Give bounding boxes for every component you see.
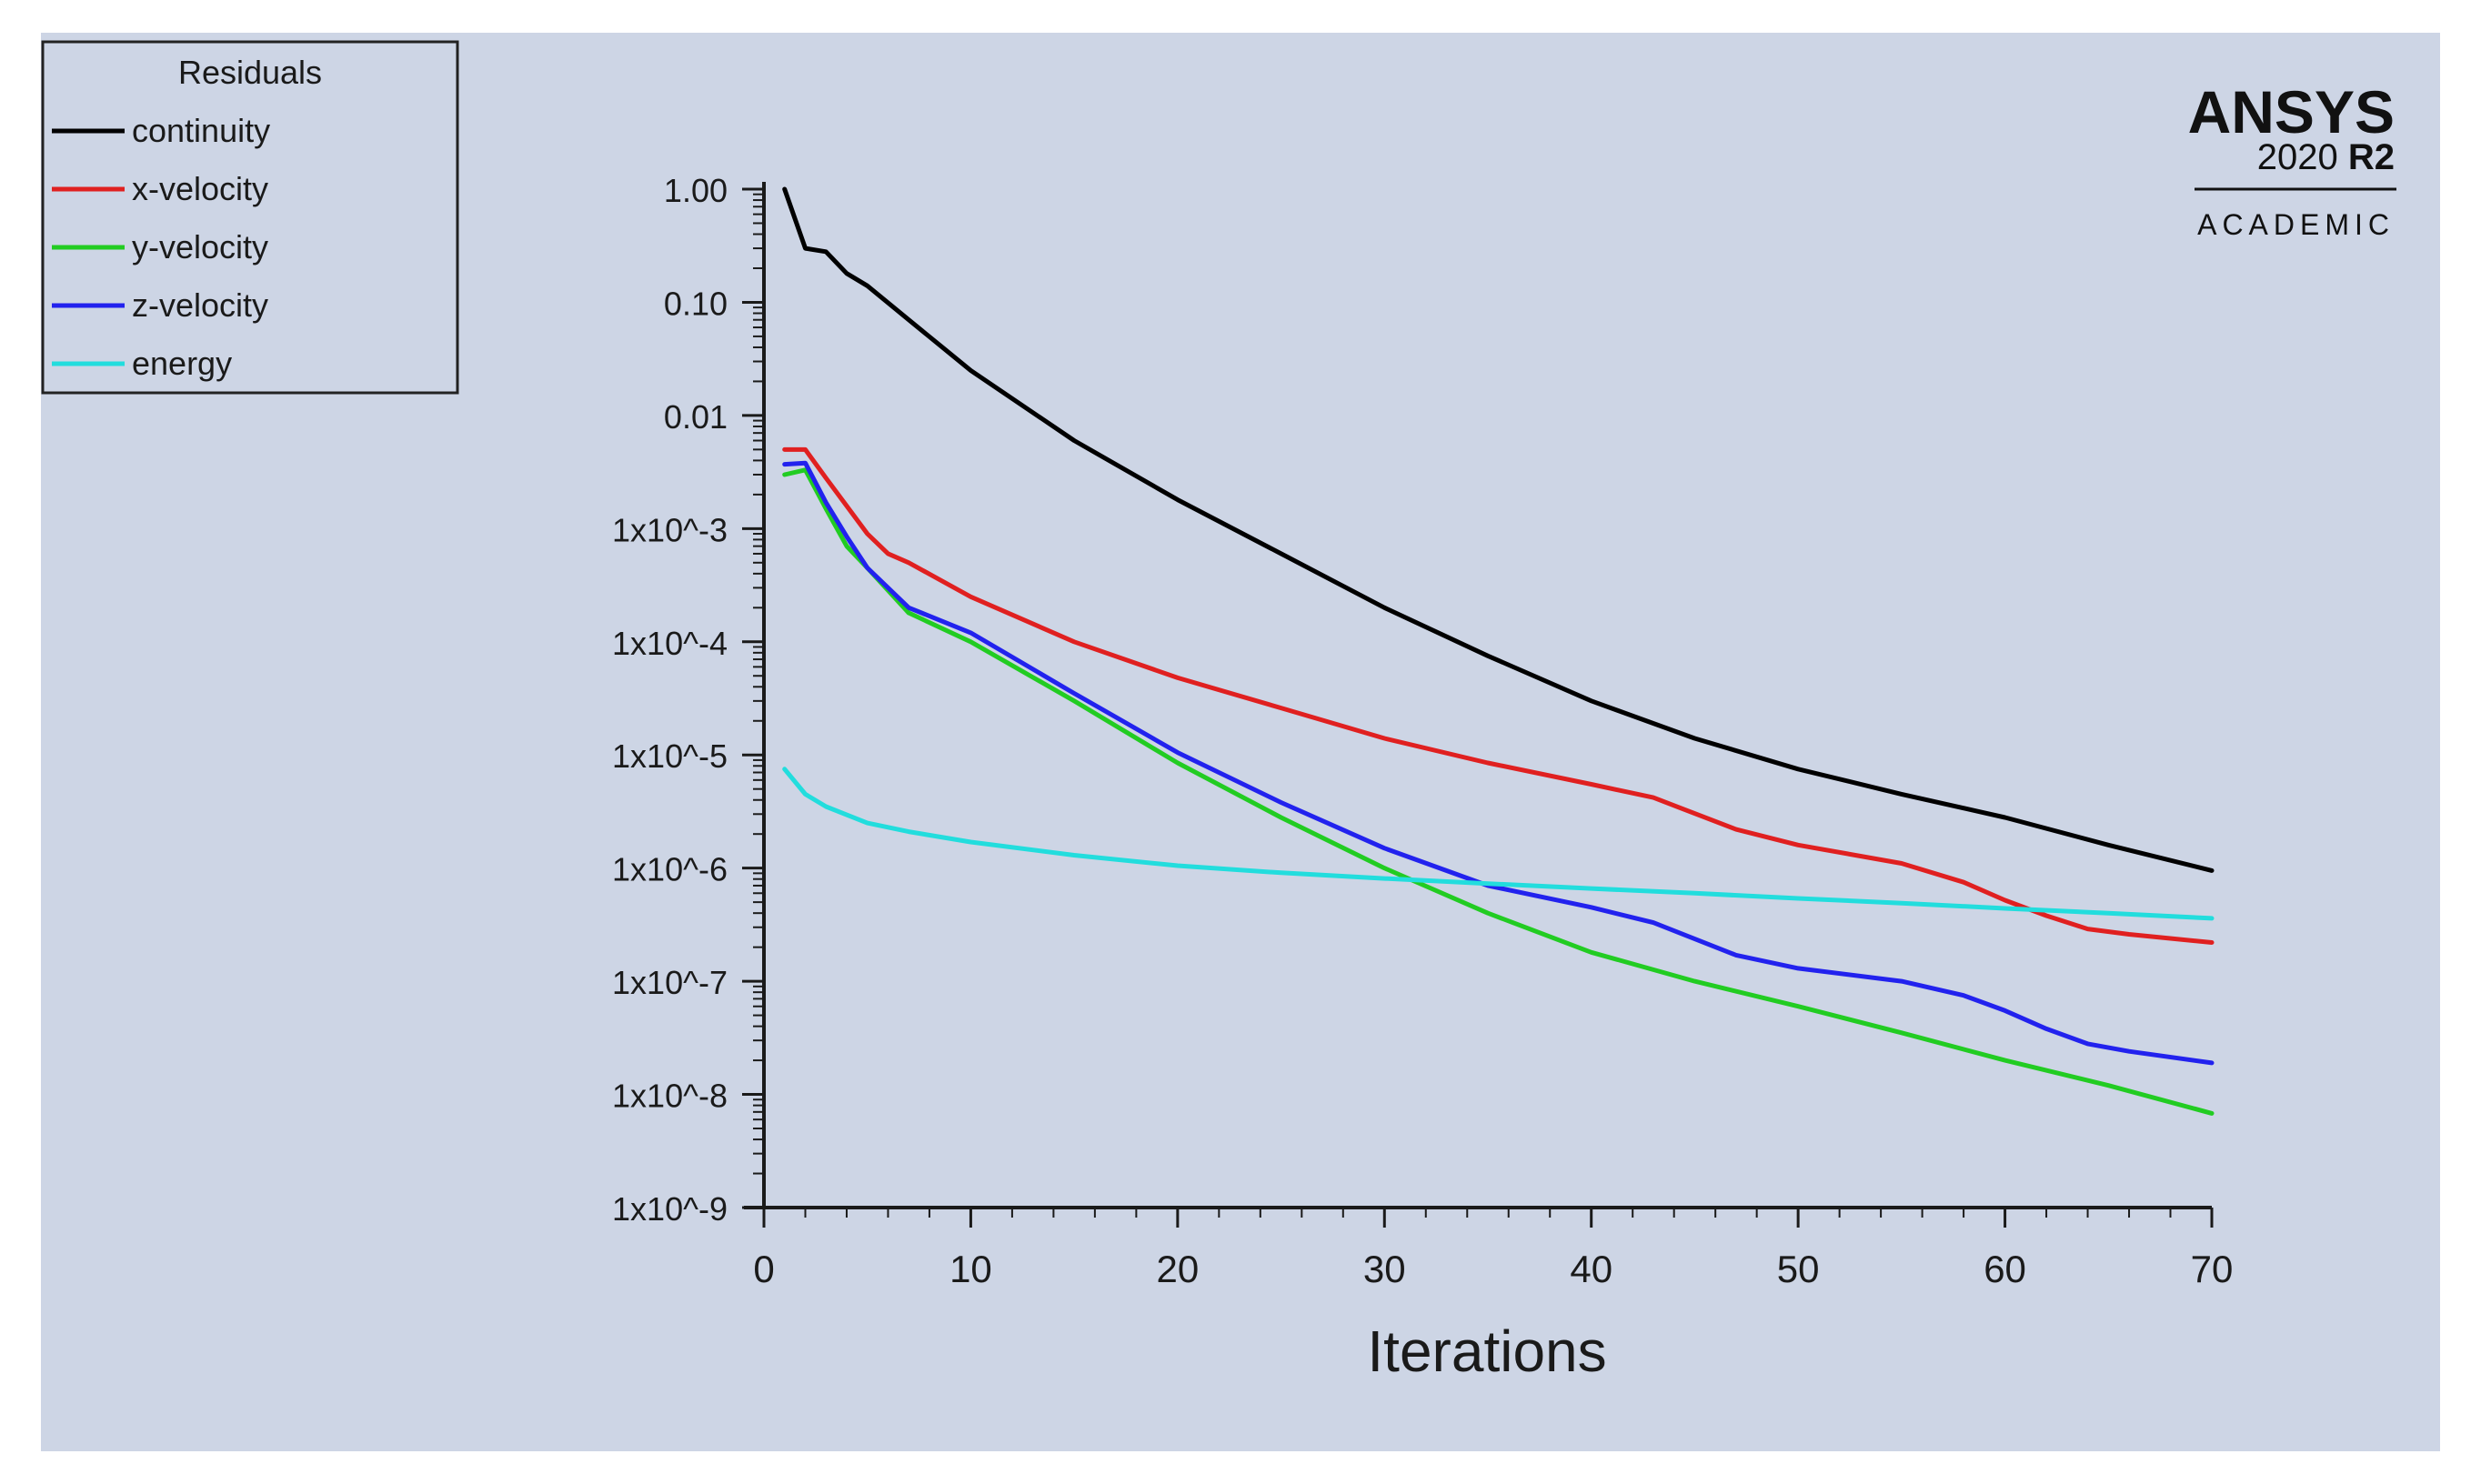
y-tick-label: 1x10^-9: [612, 1190, 728, 1228]
x-axis-label: Iterations: [1367, 1319, 1606, 1384]
series-line-x-velocity: [782, 446, 2215, 945]
y-tick-label: 1x10^-3: [612, 511, 728, 548]
y-tick-label: 1x10^-5: [612, 737, 728, 775]
y-tick-label: 1x10^-8: [612, 1078, 728, 1115]
x-tick-label: 50: [1777, 1248, 1820, 1290]
x-tick-label: 20: [1156, 1248, 1199, 1290]
y-tick-label: 1x10^-4: [612, 625, 728, 662]
y-tick-label: 0.01: [664, 398, 728, 436]
x-tick-label: 40: [1570, 1248, 1612, 1290]
x-tick-label: 30: [1363, 1248, 1406, 1290]
y-tick-labels: 1.00 0.10 0.01 1x10^-3 1x10^-4 1x10^-5 1x10^-6…: [612, 172, 728, 1228]
brand-version: 2020 R2: [2257, 137, 2395, 177]
y-tick-label: 0.10: [664, 285, 728, 322]
legend-box: [41, 40, 459, 395]
legend-label-z-velocity: z-velocity: [132, 286, 268, 324]
plot-panel: Residuals continuity x-velocity y-velocity…: [41, 33, 2440, 1451]
series-line-y-velocity: [782, 467, 2215, 1116]
series-line-energy: [782, 767, 2215, 921]
legend-label-y-velocity: y-velocity: [132, 228, 268, 266]
series-lines: [782, 186, 2215, 1116]
legend-items: continuity x-velocity y-velocity z-velocity…: [52, 112, 270, 382]
brand-edition: ACADEMIC: [2197, 208, 2395, 241]
y-tick-label: 1.00: [664, 172, 728, 209]
x-ticks: [762, 1208, 2214, 1228]
y-tick-label: 1x10^-7: [612, 964, 728, 1001]
legend: Residuals continuity x-velocity y-velocity…: [41, 40, 459, 395]
brand-name: ANSYS: [2188, 78, 2395, 145]
legend-label-energy: energy: [132, 345, 232, 382]
legend-title: Residuals: [178, 54, 322, 91]
residuals-chart: Residuals continuity x-velocity y-velocity…: [41, 40, 2396, 1384]
y-major-ticks: [742, 187, 764, 1209]
x-tick-label: 70: [2191, 1248, 2234, 1290]
series-line-continuity: [782, 186, 2215, 873]
x-tick-labels: 0 10 20 30 40 50 60 70: [753, 1248, 2233, 1290]
legend-label-continuity: continuity: [132, 112, 270, 149]
x-tick-label: 0: [753, 1248, 774, 1290]
y-tick-label: 1x10^-6: [612, 851, 728, 888]
ansys-logo: ANSYS 2020 R2 ACADEMIC: [2188, 78, 2396, 241]
x-tick-label: 10: [949, 1248, 992, 1290]
legend-label-x-velocity: x-velocity: [132, 170, 268, 207]
y-minor-ticks: [753, 193, 764, 1175]
x-tick-label: 60: [1984, 1248, 2026, 1290]
plot-area: 1.00 0.10 0.01 1x10^-3 1x10^-4 1x10^-5 1x10^-6…: [612, 172, 2233, 1384]
